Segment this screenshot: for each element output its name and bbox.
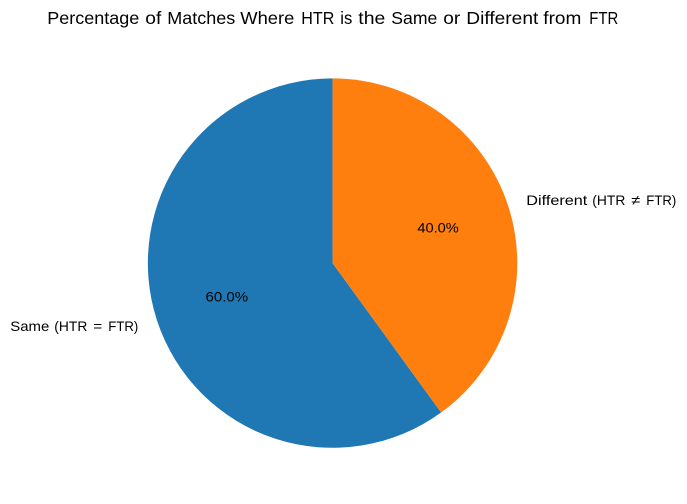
svg-text:from: from [543,8,581,28]
svg-text:Same: Same [391,8,437,28]
svg-text:40.0%: 40.0% [417,220,459,236]
svg-text:is: is [340,8,352,28]
svg-text:FTR): FTR) [108,318,138,334]
svg-text:HTR: HTR [301,8,334,28]
svg-text:or: or [443,8,460,28]
svg-text:of: of [145,8,161,28]
svg-text:Where: Where [240,8,294,28]
svg-text:Percentage: Percentage [47,8,139,28]
svg-text:Matches: Matches [167,8,235,28]
svg-text:Different: Different [466,8,538,28]
svg-text:the: the [358,8,385,28]
svg-text:Same: Same [10,318,49,334]
svg-text:(HTR: (HTR [592,192,625,208]
svg-text:FTR: FTR [589,8,618,28]
svg-text:=: = [93,318,102,334]
svg-text:Different: Different [526,192,587,208]
svg-text:≠: ≠ [631,192,640,208]
svg-text:60.0%: 60.0% [206,289,249,305]
svg-text:(HTR: (HTR [54,318,87,334]
svg-text:FTR): FTR) [646,192,676,208]
